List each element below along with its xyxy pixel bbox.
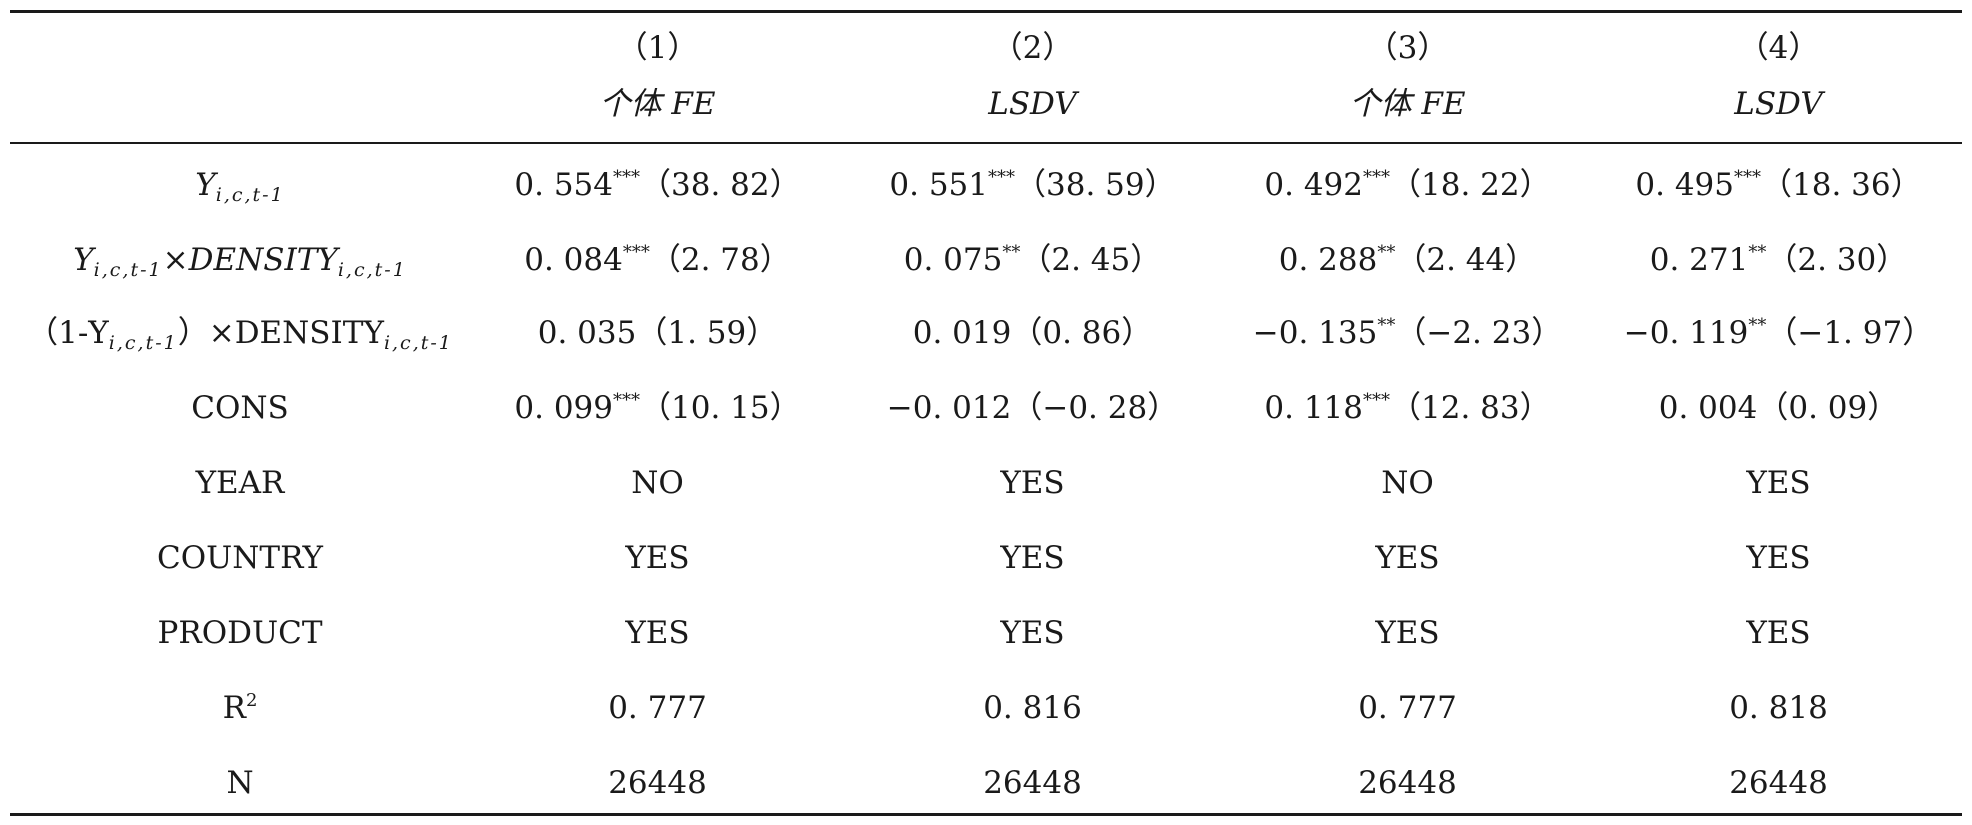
coef-cell: 0. 084***（2. 78） xyxy=(524,242,791,278)
coef-cell: 0. 551***（38. 59） xyxy=(889,167,1176,203)
coef-cell: 0. 035（1. 59） xyxy=(537,315,778,351)
coef-cell: 0. 075**（2. 45） xyxy=(903,242,1162,278)
header-rule xyxy=(10,142,1962,144)
control-cell: YES xyxy=(1746,540,1811,576)
stat-cell: 0. 818 xyxy=(1729,690,1828,726)
row-label-n: N xyxy=(226,765,254,801)
stat-cell: 26448 xyxy=(608,765,707,801)
coef-cell: 0. 271**（2. 30） xyxy=(1649,242,1908,278)
control-cell: YES xyxy=(1000,465,1065,501)
control-cell: YES xyxy=(1000,615,1065,651)
column-method: LSDV xyxy=(988,86,1077,122)
row-label-product: PRODUCT xyxy=(157,615,323,651)
coef-cell: 0. 019（0. 86） xyxy=(912,315,1153,351)
control-cell: YES xyxy=(625,540,690,576)
control-cell: YES xyxy=(1375,540,1440,576)
coef-cell: 0. 492***（18. 22） xyxy=(1264,167,1551,203)
column-number: （2） xyxy=(991,30,1074,66)
column-method: LSDV xyxy=(1734,86,1823,122)
coef-cell: 0. 495***（18. 36） xyxy=(1635,167,1922,203)
coef-cell: −0. 119**（−1. 97） xyxy=(1623,315,1934,351)
column-number: （1） xyxy=(616,30,699,66)
row-label-inverse-interaction: （1-Yi,c,t-1）×DENSITYi,c,t-1 xyxy=(27,315,453,354)
control-cell: YES xyxy=(1375,615,1440,651)
row-label-interaction: Yi,c,t-1×DENSITYi,c,t-1 xyxy=(73,242,407,281)
coef-cell: −0. 135**（−2. 23） xyxy=(1252,315,1563,351)
row-label-r2: R2 xyxy=(222,690,258,726)
coef-cell: 0. 554***（38. 82） xyxy=(514,167,801,203)
coef-cell: −0. 012（−0. 28） xyxy=(886,390,1179,426)
column-method: 个体 FE xyxy=(599,86,716,122)
stat-cell: 26448 xyxy=(983,765,1082,801)
row-label-year: YEAR xyxy=(195,465,285,501)
control-cell: YES xyxy=(1746,465,1811,501)
row-label-cons: CONS xyxy=(191,390,289,426)
stat-cell: 0. 816 xyxy=(983,690,1082,726)
coef-cell: 0. 288**（2. 44） xyxy=(1278,242,1537,278)
control-cell: YES xyxy=(1000,540,1065,576)
top-rule xyxy=(10,10,1962,13)
coef-cell: 0. 118***（12. 83） xyxy=(1264,390,1551,426)
control-cell: NO xyxy=(631,465,684,501)
column-number: （3） xyxy=(1366,30,1449,66)
control-cell: YES xyxy=(625,615,690,651)
control-cell: YES xyxy=(1746,615,1811,651)
row-label-lag-y: Yi,c,t-1 xyxy=(195,167,285,206)
stat-cell: 0. 777 xyxy=(608,690,707,726)
column-method: 个体 FE xyxy=(1349,86,1466,122)
row-label-country: COUNTRY xyxy=(157,540,323,576)
stat-cell: 26448 xyxy=(1358,765,1457,801)
coef-cell: 0. 099***（10. 15） xyxy=(514,390,801,426)
bottom-rule xyxy=(10,813,1962,816)
column-number: （4） xyxy=(1737,30,1820,66)
control-cell: NO xyxy=(1381,465,1434,501)
coef-cell: 0. 004（0. 09） xyxy=(1658,390,1899,426)
stat-cell: 26448 xyxy=(1729,765,1828,801)
regression-table: （1） （2） （3） （4） 个体 FE LSDV 个体 FE LSDV Yi… xyxy=(10,10,1962,818)
stat-cell: 0. 777 xyxy=(1358,690,1457,726)
